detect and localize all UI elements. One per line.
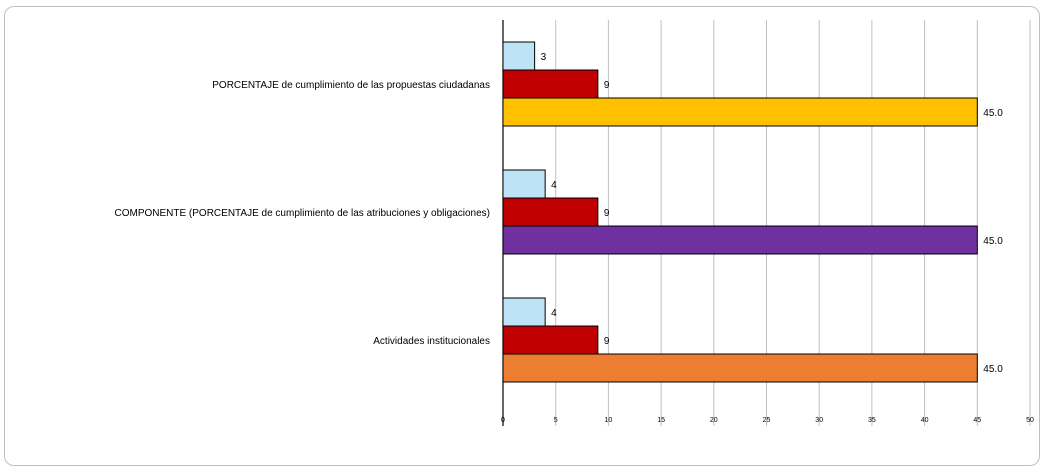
bar — [502, 69, 599, 99]
data-label: 9 — [604, 80, 610, 91]
data-label: 4 — [551, 180, 557, 191]
x-tick-label: 25 — [763, 417, 771, 424]
bar — [502, 297, 546, 327]
x-tick-label: 5 — [554, 417, 558, 424]
labels: 0 5 10 15 20 25 30 35 40 45 50 3 9 45.0 PORCENTAJE de … — [114, 52, 1034, 424]
x-tick-label: 30 — [815, 417, 823, 424]
bar — [502, 225, 978, 255]
x-tick-label: 40 — [921, 417, 929, 424]
x-tick-label: 50 — [1026, 417, 1034, 424]
data-label: 3 — [541, 52, 547, 63]
x-tick-label: 20 — [710, 417, 718, 424]
data-label: 9 — [604, 336, 610, 347]
bar — [502, 97, 978, 127]
bar — [502, 353, 978, 383]
category-label: Actividades institucionales — [373, 336, 490, 347]
x-tick-label: 0 — [501, 417, 505, 424]
bar — [502, 325, 599, 355]
x-tick-label: 35 — [868, 417, 876, 424]
bar — [502, 197, 599, 227]
bar — [502, 41, 536, 71]
data-label: 45.0 — [983, 364, 1003, 375]
x-tick-label: 15 — [657, 417, 665, 424]
bars — [502, 41, 978, 383]
x-tick-label: 10 — [605, 417, 613, 424]
category-label: PORCENTAJE de cumplimiento de las propue… — [212, 80, 490, 91]
data-label: 4 — [551, 308, 557, 319]
data-label: 9 — [604, 208, 610, 219]
bar-chart: 0 5 10 15 20 25 30 35 40 45 50 3 9 45.0 PORCENTAJE de … — [114, 20, 1034, 426]
x-tick-label: 45 — [973, 417, 981, 424]
data-label: 45.0 — [983, 108, 1003, 119]
data-label: 45.0 — [983, 236, 1003, 247]
category-label: COMPONENTE (PORCENTAJE de cumplimiento d… — [114, 208, 490, 219]
bar — [502, 169, 546, 199]
